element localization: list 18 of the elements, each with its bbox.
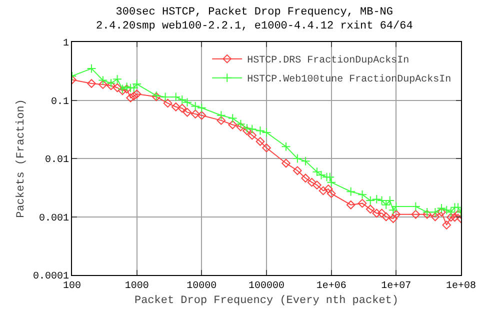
- legend-label: HSTCP.Web100tune FractionDupAcksIn: [247, 74, 452, 86]
- x-tick-label: 1000: [124, 281, 149, 292]
- legend-label: HSTCP.DRS FractionDupAcksIn: [247, 54, 410, 67]
- chart-title: 300sec HSTCP, Packet Drop Frequency, MB-NG: [116, 6, 394, 18]
- x-tick-label: 1e+06: [316, 281, 346, 292]
- y-tick-label: 0.01: [44, 155, 69, 166]
- y-axis-title: Packets (Fraction): [16, 99, 28, 218]
- y-tick-label: 0.001: [38, 213, 69, 224]
- y-tick-label: 1: [62, 38, 69, 50]
- y-tick-label: 0.1: [50, 96, 69, 108]
- x-tick-label: 1e+07: [381, 281, 412, 292]
- chart-subtitle: 2.4.20smp web100-2.2.1, e1000-4.4.12 rxint 64/64: [96, 20, 414, 33]
- x-tick-label: 100000: [248, 281, 285, 292]
- x-tick-label: 1e+08: [446, 281, 476, 292]
- y-tick-label: 0.0001: [32, 272, 69, 282]
- x-axis-title: Packet Drop Frequency (Every nth packet): [134, 295, 399, 308]
- x-tick-label: 100: [62, 281, 82, 292]
- x-tick-label: 10000: [186, 281, 217, 292]
